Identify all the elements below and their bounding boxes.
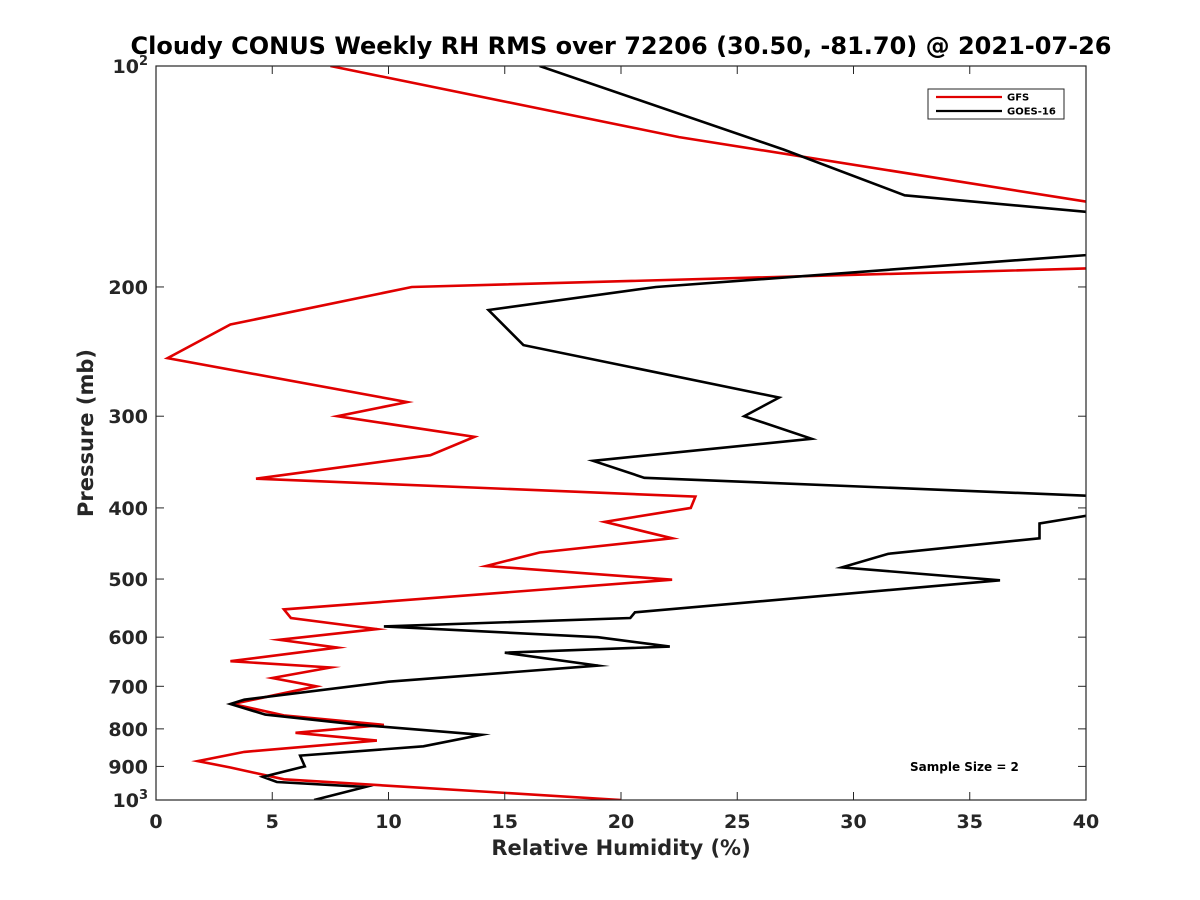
y-tick-label: 400	[108, 498, 148, 520]
y-tick-label: 800	[108, 719, 148, 741]
x-tick-label: 30	[840, 811, 866, 833]
series-layer	[163, 66, 1086, 800]
x-axis-label: Relative Humidity (%)	[491, 836, 750, 860]
y-tick-label: 102	[113, 54, 149, 78]
x-tick-label: 25	[724, 811, 750, 833]
y-tick-label: 600	[108, 627, 148, 649]
y-tick-label: 500	[108, 569, 148, 591]
x-tick-label: 40	[1073, 811, 1099, 833]
x-tick-label: 10	[375, 811, 401, 833]
legend: GFS GOES-16	[927, 88, 1065, 120]
y-tick-label: 900	[108, 756, 148, 778]
y-axis-ticks: 102 200 300 400 500 600 700 800 900 103	[108, 54, 1086, 812]
x-tick-label: 5	[266, 811, 279, 833]
y-axis-label: Pressure (mb)	[74, 349, 98, 517]
sample-size-annotation: Sample Size = 2	[910, 760, 1019, 774]
legend-box	[927, 88, 1065, 120]
x-tick-label: 20	[608, 811, 634, 833]
x-axis-ticks: 0 5 10 15 20 25 30 35 40	[149, 66, 1099, 833]
series-line-goes-16	[225, 66, 1086, 800]
y-tick-label: 300	[108, 406, 148, 428]
y-tick-label: 200	[108, 277, 148, 299]
legend-label: GFS	[1007, 93, 1029, 104]
x-tick-label: 0	[149, 811, 162, 833]
series-line-gfs	[163, 66, 1086, 800]
y-tick-label: 103	[113, 788, 149, 812]
chart-title: Cloudy CONUS Weekly RH RMS over 72206 (3…	[131, 32, 1112, 60]
y-tick-label: 700	[108, 676, 148, 698]
x-tick-label: 35	[957, 811, 983, 833]
legend-label: GOES-16	[1007, 107, 1056, 118]
x-tick-label: 15	[492, 811, 518, 833]
